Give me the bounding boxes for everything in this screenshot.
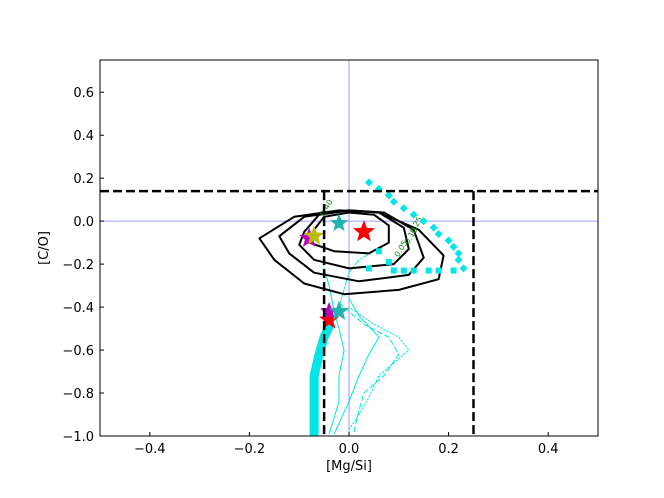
y-tick-label: 0.2 <box>73 172 94 187</box>
diamond-point <box>419 217 428 226</box>
diamond-point <box>454 255 463 264</box>
star-marker <box>303 225 325 245</box>
diamond-point <box>399 204 408 213</box>
x-tick-label: −0.4 <box>134 442 166 457</box>
square-point <box>365 265 372 272</box>
diamond-point <box>454 249 463 258</box>
y-tick-label: −0.8 <box>62 387 94 402</box>
x-tick-label: 0.0 <box>339 442 360 457</box>
diamond-point <box>444 236 453 245</box>
square-point <box>435 267 442 274</box>
star-marker <box>352 220 376 242</box>
y-tick-label: 0.0 <box>73 215 94 230</box>
x-tick-label: 0.2 <box>438 442 459 457</box>
track-line <box>338 250 375 308</box>
square-point <box>450 267 457 274</box>
diamond-point <box>434 230 443 239</box>
density-contour <box>278 209 425 283</box>
y-tick-label: 0.6 <box>73 86 94 101</box>
diamond-point <box>409 210 418 219</box>
x-tick-labels: −0.4 −0.2 0.0 0.2 0.4 <box>134 442 559 457</box>
square-point <box>385 258 392 265</box>
y-tick-labels: −1.0 −0.8 −0.6 −0.4 −0.2 0.0 0.2 0.4 0.6 <box>62 86 94 445</box>
x-tick-label: 0.4 <box>538 442 559 457</box>
y-tick-label: −0.4 <box>62 301 94 316</box>
diamond-point <box>364 178 373 187</box>
x-axis-label: [Mg/Si] <box>326 459 372 474</box>
y-axis-label: [C/O] <box>37 231 52 265</box>
y-tick-label: −1.0 <box>62 430 94 445</box>
diamond-point <box>459 264 468 273</box>
track-line <box>309 321 334 436</box>
diamond-point <box>449 242 458 251</box>
diamond-point <box>384 191 393 200</box>
square-point <box>410 267 417 274</box>
square-point <box>425 267 432 274</box>
plot-content: 0.400.250.100.05 <box>100 60 598 436</box>
square-point <box>375 248 382 255</box>
y-tick-label: 0.4 <box>73 129 94 144</box>
x-tick-label: −0.2 <box>234 442 266 457</box>
plot-area: 0.400.250.100.05 <box>99 59 599 437</box>
y-tick-label: −0.6 <box>62 344 94 359</box>
star-marker <box>328 300 350 321</box>
y-tick-label: −0.2 <box>62 258 94 273</box>
density-contour <box>308 211 390 255</box>
square-point <box>390 267 397 274</box>
diamond-point <box>389 197 398 206</box>
density-contour <box>258 209 445 296</box>
track-line <box>348 306 410 431</box>
diamond-point <box>429 223 438 232</box>
track-line <box>333 298 380 435</box>
star-marker <box>329 213 349 232</box>
square-point <box>400 267 407 274</box>
track-line <box>338 302 400 433</box>
